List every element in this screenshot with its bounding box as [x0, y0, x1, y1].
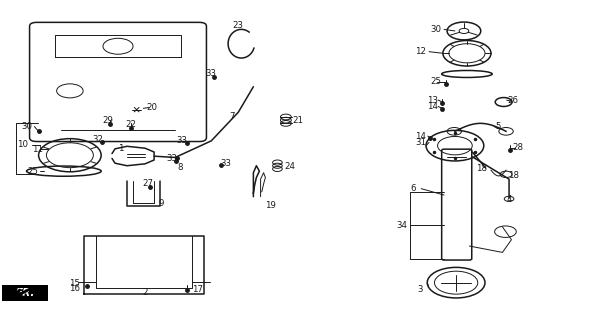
- Text: 25: 25: [27, 167, 38, 176]
- Text: 30: 30: [430, 25, 441, 34]
- Text: 9: 9: [159, 198, 164, 207]
- Text: 23: 23: [233, 21, 244, 30]
- Text: 21: 21: [292, 116, 303, 125]
- Text: 33: 33: [206, 69, 216, 78]
- Text: 5: 5: [496, 122, 501, 131]
- FancyBboxPatch shape: [2, 285, 48, 301]
- Text: 24: 24: [284, 162, 295, 171]
- Text: 15: 15: [69, 279, 80, 288]
- Text: 13: 13: [426, 96, 438, 105]
- Text: 18: 18: [476, 164, 487, 173]
- Text: 17: 17: [192, 285, 203, 294]
- Text: 1: 1: [118, 144, 124, 153]
- Text: FR.: FR.: [16, 288, 35, 298]
- Text: 26: 26: [507, 96, 518, 105]
- Text: 16: 16: [69, 284, 80, 293]
- Text: 27: 27: [142, 180, 154, 188]
- Text: 33: 33: [177, 136, 188, 145]
- Text: 30: 30: [22, 122, 33, 131]
- Text: 20: 20: [147, 103, 158, 112]
- Text: 19: 19: [265, 201, 276, 210]
- Text: 34: 34: [396, 221, 408, 230]
- Text: 4: 4: [507, 195, 512, 204]
- Text: 33: 33: [220, 159, 231, 168]
- Text: 14: 14: [415, 132, 426, 140]
- Text: 25: 25: [430, 77, 441, 86]
- Text: 22: 22: [126, 120, 137, 130]
- Text: 6: 6: [410, 184, 415, 193]
- Text: 2: 2: [142, 288, 148, 297]
- Text: 14: 14: [426, 102, 438, 111]
- Text: 32: 32: [93, 135, 104, 144]
- Text: 31: 31: [415, 138, 426, 147]
- Text: 11: 11: [33, 145, 43, 154]
- Text: 33: 33: [166, 154, 178, 163]
- Text: 18: 18: [508, 171, 519, 180]
- Text: 7: 7: [229, 113, 235, 122]
- Text: 3: 3: [417, 285, 423, 294]
- Text: 29: 29: [103, 116, 113, 125]
- Text: 28: 28: [513, 143, 523, 152]
- Text: 8: 8: [177, 164, 183, 172]
- Text: 12: 12: [415, 47, 426, 56]
- Text: 10: 10: [17, 140, 28, 149]
